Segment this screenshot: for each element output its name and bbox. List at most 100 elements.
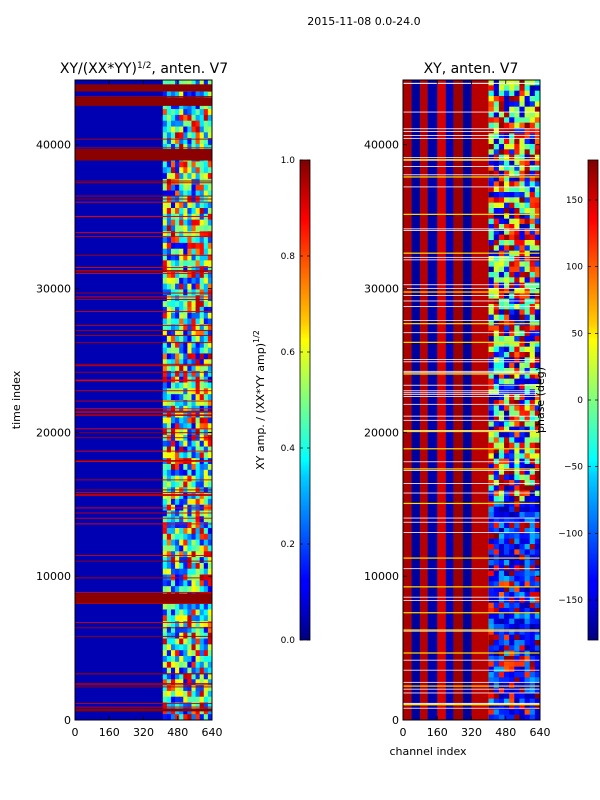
left-heatmap-cell — [183, 644, 188, 651]
right-heatmap-cell — [514, 256, 520, 262]
right-heatmap-cell — [529, 421, 536, 428]
left-heatmap-cell — [207, 708, 213, 715]
left-heatmap-cell — [207, 254, 213, 261]
left-heatmap-cell — [207, 493, 213, 500]
left-heatmap-cell — [199, 173, 205, 180]
left-heatmap-cell — [175, 80, 180, 87]
right-heatmap-cell — [493, 645, 500, 652]
right-heatmap-cell — [534, 128, 541, 134]
left-heatmap-cell — [170, 138, 176, 145]
left-heatmap-cell — [187, 708, 192, 715]
left-heatmap-cell — [191, 312, 196, 319]
right-heatmap-cell — [504, 506, 510, 513]
left-heatmap-cell — [175, 644, 180, 651]
left-heatmap-cell — [199, 231, 205, 238]
right-heatmap-cell — [524, 565, 531, 572]
right-heatmap-cell — [529, 442, 536, 449]
left-heatmap-cell — [162, 679, 168, 686]
left-heatmap-cell — [170, 347, 176, 354]
left-heatmap-cell — [166, 330, 172, 337]
left-heatmap-cell — [187, 359, 192, 366]
left-heatmap-cell — [195, 510, 201, 517]
left-heatmap-cell — [175, 632, 180, 639]
left-heatmap-cell — [166, 388, 172, 395]
right-heatmap-cell — [498, 506, 505, 513]
left-heatmap-cell — [162, 702, 168, 709]
left-heatmap-cell — [162, 650, 168, 657]
right-heatmap-cell — [498, 480, 505, 486]
left-heatmap-cell — [183, 562, 188, 570]
right-heatmap-cell — [488, 309, 495, 316]
right-heatmap-gap-row — [403, 230, 540, 231]
left-heatmap-cell — [203, 353, 209, 360]
right-heatmap-cell — [504, 709, 510, 716]
right-heatmap-cell — [498, 698, 505, 705]
right-heatmap-cell — [529, 298, 536, 305]
left-heatmap-cell — [179, 370, 184, 378]
right-heatmap-cell — [504, 474, 510, 481]
left-heatmap-cell — [179, 545, 184, 552]
right-heatmap-cell — [509, 544, 515, 550]
left-colorbar-tick-label: 1.0 — [281, 156, 296, 166]
right-heatmap-cell — [519, 666, 525, 673]
left-heatmap-cell — [187, 626, 192, 634]
right-heatmap-cell — [514, 581, 520, 588]
left-heatmap-cell — [195, 562, 201, 570]
right-heatmap-cell — [524, 165, 531, 172]
right-heatmap-gap-row — [403, 393, 540, 395]
right-heatmap-cell — [493, 677, 500, 684]
left-heatmap-cell — [195, 603, 201, 610]
left-heatmap-cell — [187, 673, 192, 680]
right-heatmap-cell — [498, 176, 505, 182]
right-heatmap-cell — [519, 698, 525, 705]
left-heatmap-cell — [175, 493, 180, 500]
left-heatmap-cell — [191, 615, 196, 622]
right-heatmap-cell — [504, 224, 510, 230]
left-heatmap-cell — [191, 219, 196, 226]
left-heatmap — [75, 80, 213, 721]
right-heatmap-cell — [529, 314, 536, 321]
left-heatmap-cell — [199, 440, 205, 447]
right-heatmap-cell — [519, 448, 525, 454]
left-heatmap-cell — [187, 237, 192, 244]
right-heatmap-cell — [534, 192, 541, 198]
left-colorbar-tick-label: 0.4 — [281, 444, 296, 454]
left-heatmap-cell — [183, 190, 188, 197]
right-heatmap-cell — [488, 592, 495, 598]
left-heatmap-cell — [175, 341, 180, 349]
right-heatmap-cell — [493, 224, 500, 230]
left-heatmap-cell — [166, 469, 172, 477]
left-heatmap-cell — [191, 347, 196, 354]
left-heatmap-cell — [203, 202, 209, 209]
right-heatmap-cell — [514, 96, 520, 102]
left-heatmap-cell — [187, 382, 192, 389]
left-heatmap-cell — [183, 353, 188, 360]
left-heatmap-cell — [170, 551, 176, 558]
right-heatmap-cell — [514, 677, 520, 684]
right-heatmap-cell — [504, 197, 510, 204]
right-heatmap-cell — [524, 544, 531, 550]
right-heatmap-cell — [509, 666, 515, 673]
right-heatmap-cell — [514, 181, 520, 188]
right-heatmap-cell — [504, 170, 510, 177]
left-heatmap-cell — [207, 91, 213, 98]
left-heatmap-cell — [166, 219, 172, 226]
left-heatmap-cell — [166, 714, 172, 721]
left-colorbar-ticks: 0.00.20.40.60.81.0 — [281, 156, 310, 646]
left-x-axis: 0 160 320 480 640 — [72, 80, 223, 739]
right-heatmap-cell — [529, 533, 536, 540]
left-heatmap-cell — [191, 632, 196, 639]
left-heatmap-cell — [166, 609, 172, 616]
left-heatmap-cell — [199, 626, 205, 634]
left-heatmap-cell — [170, 475, 176, 482]
right-heatmap-cell — [524, 522, 531, 529]
right-heatmap-cell — [534, 309, 541, 316]
right-heatmap-cell — [493, 144, 500, 150]
right-heatmap-cell — [534, 688, 541, 694]
left-heatmap-cell — [207, 248, 213, 255]
left-heatmap-cell — [179, 481, 184, 488]
left-heatmap-cell — [162, 632, 168, 639]
left-heatmap-cell — [166, 493, 172, 500]
left-heatmap-cell — [179, 562, 184, 570]
right-heatmap-cell — [514, 128, 520, 134]
